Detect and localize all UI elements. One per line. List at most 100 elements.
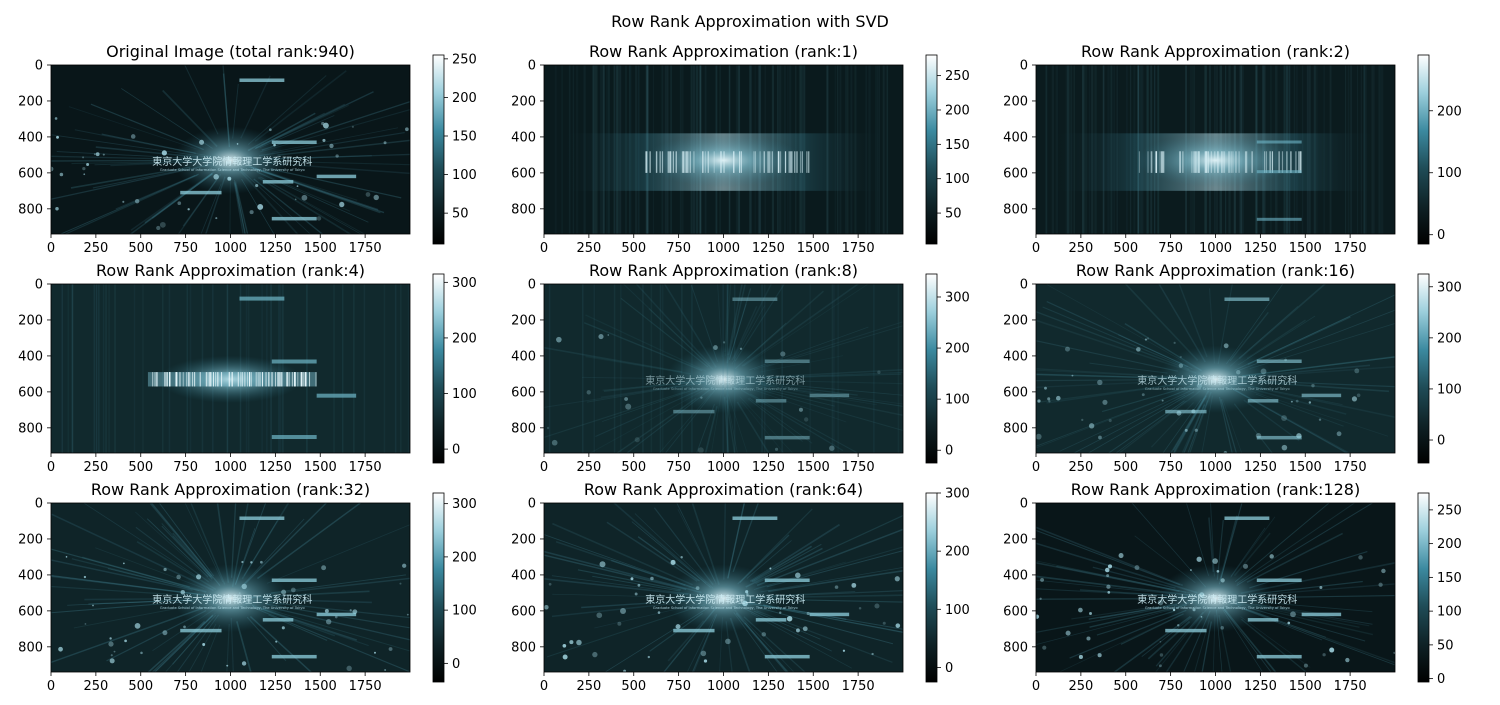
x-tick-label: 1250 xyxy=(259,460,292,475)
colorbar-tick-label: 250 xyxy=(1437,503,1462,518)
x-tick-label: 750 xyxy=(1158,679,1183,694)
x-tick-label: 0 xyxy=(47,679,55,694)
image-area xyxy=(1036,65,1395,234)
y-tick-label: 0 xyxy=(528,497,536,512)
x-tick-label: 1750 xyxy=(842,241,875,256)
image-area xyxy=(544,65,903,234)
colorbar-gradient xyxy=(1417,273,1430,464)
y-tick-label: 800 xyxy=(511,202,536,217)
x-tick-label: 0 xyxy=(540,679,548,694)
colorbar: 0 100 200 300 xyxy=(925,487,970,683)
subplot-title: Row Rank Approximation (rank:8) xyxy=(589,261,858,280)
x-tick-label: 1000 xyxy=(707,679,740,694)
subplot-3: Row Rank Approximation (rank:2) 0 250 500 75… xyxy=(1003,42,1462,256)
y-tick-label: 400 xyxy=(511,568,536,583)
y-tick-label: 400 xyxy=(18,568,43,583)
colorbar-gradient xyxy=(925,492,938,683)
x-tick-label: 500 xyxy=(621,241,646,256)
colorbar-tick-label: 250 xyxy=(945,69,970,84)
x-tick-label: 1500 xyxy=(304,460,337,475)
colorbar-gradient xyxy=(432,54,445,245)
x-tick-label: 1750 xyxy=(1334,460,1367,475)
colorbar-tick-label: 0 xyxy=(1437,672,1445,687)
logo-subtitle: Graduate School of Information Science a… xyxy=(1145,606,1290,610)
y-tick-label: 800 xyxy=(511,421,536,436)
x-tick-label: 0 xyxy=(1032,679,1040,694)
y-tick-label: 200 xyxy=(18,94,43,109)
x-tick-label: 750 xyxy=(1158,241,1183,256)
x-tick-label: 500 xyxy=(621,460,646,475)
y-tick-label: 600 xyxy=(1003,604,1028,619)
colorbar-tick-label: 300 xyxy=(1437,280,1462,295)
colorbar-gradient xyxy=(925,54,938,245)
y-tick-label: 0 xyxy=(1020,59,1028,74)
x-tick-label: 1000 xyxy=(1199,241,1232,256)
colorbar-tick-label: 300 xyxy=(452,497,477,512)
y-tick-label: 800 xyxy=(18,640,43,655)
subplot-title: Row Rank Approximation (rank:128) xyxy=(1071,480,1360,499)
x-tick-label: 1500 xyxy=(304,241,337,256)
subplot-title: Row Rank Approximation (rank:4) xyxy=(96,261,365,280)
x-tick-label: 0 xyxy=(540,460,548,475)
y-tick-label: 600 xyxy=(18,166,43,181)
colorbar-tick-label: 200 xyxy=(452,91,477,106)
colorbar-gradient xyxy=(1417,54,1430,245)
colorbar-tick-label: 100 xyxy=(452,387,477,402)
colorbar-tick-label: 200 xyxy=(945,342,970,357)
subplot-7: Row Rank Approximation (rank:32) 東京大学大学院情… xyxy=(18,480,477,694)
colorbar-tick-label: 200 xyxy=(1437,104,1462,119)
x-tick-label: 500 xyxy=(1113,460,1138,475)
y-tick-label: 0 xyxy=(1020,497,1028,512)
colorbar-tick-label: 300 xyxy=(452,276,477,291)
x-tick-label: 1000 xyxy=(1199,679,1232,694)
subplot-5: Row Rank Approximation (rank:8) 東京大学大学院情報… xyxy=(511,261,970,475)
logo-subtitle: Graduate School of Information Science a… xyxy=(1145,387,1290,391)
colorbar-tick-label: 0 xyxy=(452,657,460,672)
y-tick-label: 0 xyxy=(528,59,536,74)
x-tick-label: 0 xyxy=(1032,460,1040,475)
colorbar-tick-label: 0 xyxy=(945,661,953,676)
y-tick-label: 200 xyxy=(511,532,536,547)
colorbar-tick-label: 150 xyxy=(945,138,970,153)
y-tick-label: 800 xyxy=(1003,421,1028,436)
y-tick-label: 600 xyxy=(1003,385,1028,400)
x-tick-label: 750 xyxy=(1158,460,1183,475)
colorbar: 0 100 200 xyxy=(1417,54,1462,245)
colorbar-tick-label: 200 xyxy=(945,103,970,118)
colorbar-tick-label: 100 xyxy=(945,603,970,618)
subplot-9: Row Rank Approximation (rank:128) 東京大学大学院… xyxy=(1003,480,1462,694)
x-tick-label: 500 xyxy=(128,460,153,475)
x-tick-label: 1750 xyxy=(1334,241,1367,256)
x-tick-label: 500 xyxy=(1113,241,1138,256)
x-tick-label: 1500 xyxy=(1289,679,1322,694)
x-tick-label: 250 xyxy=(1068,460,1093,475)
x-tick-label: 1000 xyxy=(707,460,740,475)
logo-title: 東京大学大学院情報理工学系研究科 xyxy=(152,155,312,168)
colorbar-tick-label: 50 xyxy=(1437,638,1454,653)
x-tick-label: 1750 xyxy=(349,460,382,475)
logo-title: 東京大学大学院情報理工学系研究科 xyxy=(1137,374,1297,387)
x-tick-label: 1500 xyxy=(1289,241,1322,256)
y-tick-label: 400 xyxy=(1003,130,1028,145)
logo-title: 東京大学大学院情報理工学系研究科 xyxy=(1137,593,1297,606)
colorbar-tick-label: 100 xyxy=(1437,382,1462,397)
colorbar-tick-label: 300 xyxy=(945,487,970,502)
y-tick-label: 0 xyxy=(35,497,43,512)
logo-title: 東京大学大学院情報理工学系研究科 xyxy=(645,374,805,387)
colorbar-gradient xyxy=(1417,492,1430,683)
y-tick-label: 800 xyxy=(1003,202,1028,217)
x-tick-label: 500 xyxy=(128,679,153,694)
y-tick-label: 200 xyxy=(1003,313,1028,328)
y-tick-label: 600 xyxy=(511,385,536,400)
x-tick-label: 250 xyxy=(576,679,601,694)
colorbar-tick-label: 100 xyxy=(452,604,477,619)
colorbar-tick-label: 100 xyxy=(945,172,970,187)
subplot-2: Row Rank Approximation (rank:1)0 250 500 75… xyxy=(511,42,970,256)
x-tick-label: 1500 xyxy=(797,241,830,256)
y-tick-label: 800 xyxy=(18,202,43,217)
x-tick-label: 1000 xyxy=(1199,460,1232,475)
subplot-title: Row Rank Approximation (rank:2) xyxy=(1081,42,1350,61)
colorbar-tick-label: 100 xyxy=(1437,605,1462,620)
y-tick-label: 400 xyxy=(1003,349,1028,364)
